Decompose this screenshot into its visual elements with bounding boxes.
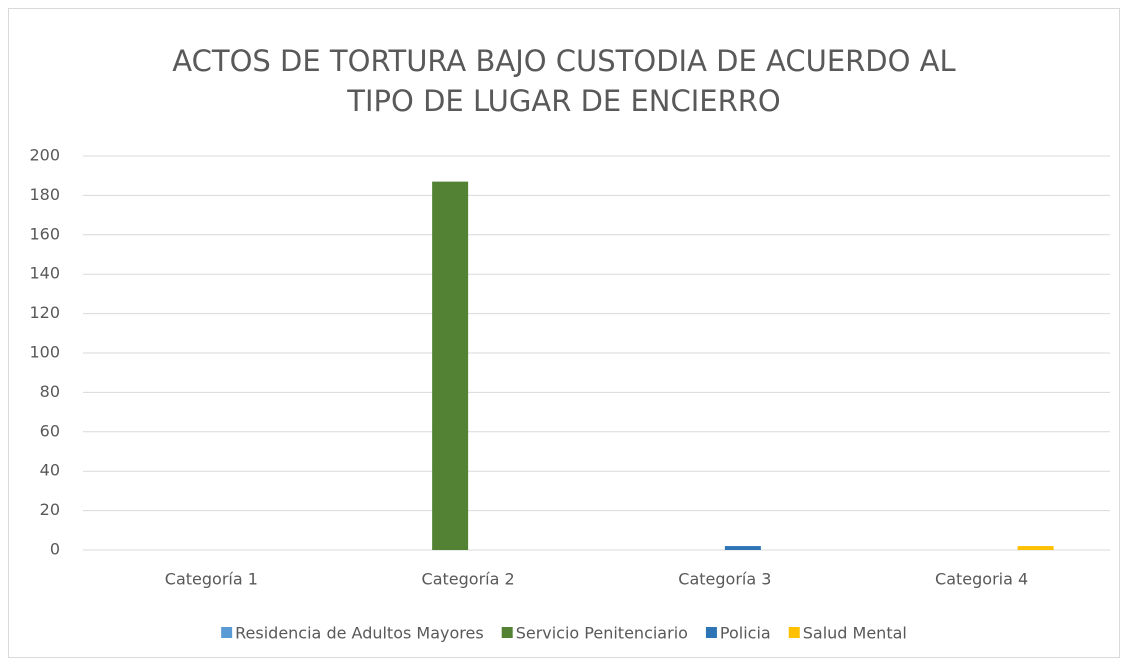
x-tick-label: Categoría 3 bbox=[678, 570, 771, 589]
bar bbox=[1017, 546, 1054, 550]
y-tick-label: 40 bbox=[40, 461, 60, 480]
legend-marker bbox=[221, 627, 233, 638]
legend-marker bbox=[705, 627, 717, 638]
y-tick-label: 120 bbox=[29, 303, 60, 322]
chart-border bbox=[8, 8, 1120, 658]
y-tick-label: 180 bbox=[29, 185, 60, 204]
legend-label: Residencia de Adultos Mayores bbox=[235, 624, 484, 643]
y-tick-label: 140 bbox=[29, 264, 60, 283]
chart-title: TIPO DE LUGAR DE ENCIERRO bbox=[346, 84, 780, 118]
y-tick-label: 80 bbox=[40, 382, 60, 401]
bar bbox=[724, 546, 761, 550]
chart-title: ACTOS DE TORTURA BAJO CUSTODIA DE ACUERD… bbox=[172, 44, 955, 78]
y-tick-label: 0 bbox=[50, 540, 60, 559]
legend-label: Servicio Penitenciario bbox=[516, 624, 688, 643]
y-tick-label: 160 bbox=[29, 224, 60, 243]
y-tick-label: 60 bbox=[40, 421, 60, 440]
legend-marker bbox=[788, 627, 800, 638]
y-tick-label: 20 bbox=[40, 500, 60, 519]
bar bbox=[432, 181, 469, 551]
x-tick-label: Categoría 1 bbox=[165, 570, 258, 589]
legend-label: Policia bbox=[720, 624, 771, 643]
legend-marker bbox=[501, 627, 513, 638]
y-tick-label: 100 bbox=[29, 343, 60, 362]
y-tick-label: 200 bbox=[29, 146, 60, 165]
legend-label: Salud Mental bbox=[803, 624, 907, 643]
x-tick-label: Categoría 2 bbox=[422, 570, 515, 589]
x-tick-label: Categoria 4 bbox=[935, 570, 1028, 589]
